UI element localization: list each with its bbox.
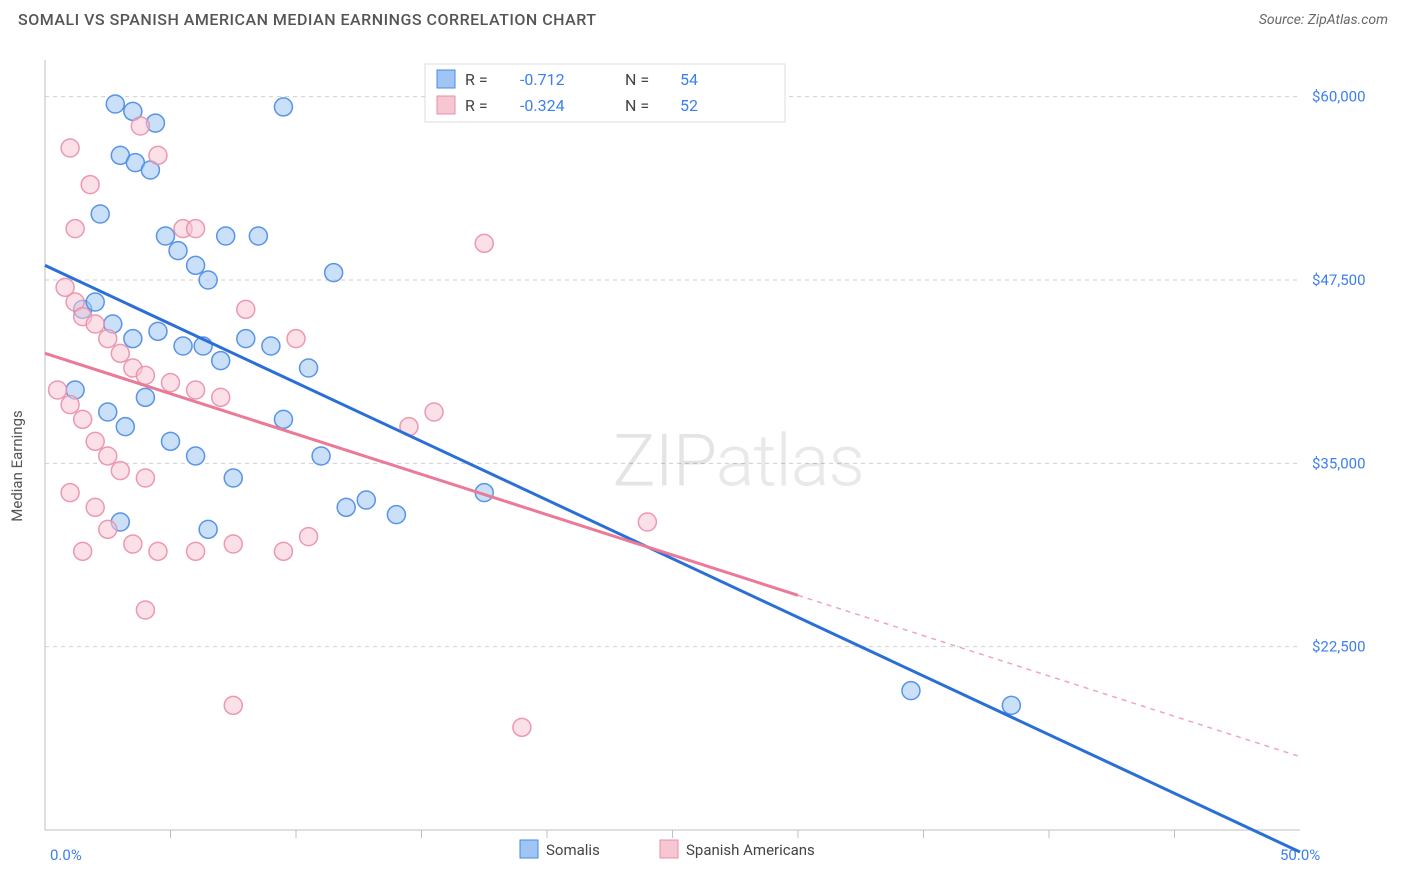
data-point — [199, 520, 217, 538]
data-point — [86, 432, 104, 450]
data-point — [638, 513, 656, 531]
data-point — [1002, 696, 1020, 714]
data-point — [287, 330, 305, 348]
data-point — [81, 176, 99, 194]
data-point — [224, 535, 242, 553]
data-point — [99, 447, 117, 465]
data-point — [274, 542, 292, 560]
data-point — [162, 432, 180, 450]
data-point — [49, 381, 67, 399]
data-point — [300, 359, 318, 377]
data-point — [136, 469, 154, 487]
data-point — [99, 403, 117, 421]
data-point — [99, 330, 117, 348]
data-point — [425, 403, 443, 421]
y-tick-label: $22,500 — [1312, 638, 1366, 656]
data-point — [111, 462, 129, 480]
data-point — [149, 542, 167, 560]
data-point — [312, 447, 330, 465]
legend-swatch — [660, 840, 678, 858]
data-point — [91, 205, 109, 223]
data-point — [106, 95, 124, 113]
data-point — [66, 220, 84, 238]
legend-swatch — [437, 70, 455, 88]
data-point — [274, 98, 292, 116]
data-point — [224, 469, 242, 487]
data-point — [325, 264, 343, 282]
data-point — [274, 410, 292, 428]
legend-r-label: R = — [465, 70, 488, 89]
data-point — [156, 227, 174, 245]
data-point — [217, 227, 235, 245]
data-point — [199, 271, 217, 289]
data-point — [131, 117, 149, 135]
data-point — [475, 234, 493, 252]
legend-swatch — [520, 840, 538, 858]
data-point — [86, 315, 104, 333]
data-point — [61, 139, 79, 157]
data-point — [136, 366, 154, 384]
data-point — [99, 520, 117, 538]
data-point — [74, 410, 92, 428]
legend-series-label: Spanish Americans — [686, 841, 815, 859]
data-point — [61, 396, 79, 414]
data-point — [136, 601, 154, 619]
chart-title: SOMALI VS SPANISH AMERICAN MEDIAN EARNIN… — [18, 10, 597, 29]
data-point — [300, 528, 318, 546]
data-point — [116, 418, 134, 436]
data-point — [124, 330, 142, 348]
data-point — [187, 220, 205, 238]
data-point — [187, 447, 205, 465]
trend-line-extension — [798, 595, 1300, 756]
data-point — [237, 330, 255, 348]
legend-r-value: -0.324 — [520, 96, 565, 115]
data-point — [86, 498, 104, 516]
trend-line — [45, 265, 1300, 852]
data-point — [187, 381, 205, 399]
data-point — [187, 542, 205, 560]
legend-r-label: R = — [465, 96, 488, 115]
data-point — [513, 718, 531, 736]
data-point — [86, 293, 104, 311]
x-tick-label: 50.0% — [1280, 846, 1320, 864]
legend-swatch — [437, 96, 455, 114]
legend-n-label: N = — [625, 96, 649, 115]
data-point — [262, 337, 280, 355]
y-axis-label: Median Earnings — [8, 410, 26, 521]
data-point — [902, 682, 920, 700]
legend-series-label: Somalis — [546, 841, 600, 859]
data-point — [74, 542, 92, 560]
y-tick-label: $60,000 — [1312, 88, 1366, 106]
data-point — [187, 256, 205, 274]
x-tick-label: 0.0% — [50, 846, 82, 864]
data-point — [357, 491, 375, 509]
legend-r-value: -0.712 — [520, 70, 565, 89]
data-point — [169, 242, 187, 260]
data-point — [174, 337, 192, 355]
data-point — [124, 535, 142, 553]
data-point — [212, 352, 230, 370]
data-point — [387, 506, 405, 524]
legend-n-value: 54 — [680, 70, 698, 89]
data-point — [111, 344, 129, 362]
legend-n-label: N = — [625, 70, 649, 89]
y-tick-label: $35,000 — [1312, 454, 1366, 472]
data-point — [136, 388, 154, 406]
data-point — [337, 498, 355, 516]
source-attribution: Source: ZipAtlas.com — [1259, 12, 1388, 28]
data-point — [224, 696, 242, 714]
data-point — [149, 146, 167, 164]
data-point — [212, 388, 230, 406]
data-point — [149, 322, 167, 340]
data-point — [61, 484, 79, 502]
legend-n-value: 52 — [680, 96, 698, 115]
data-point — [162, 374, 180, 392]
data-point — [249, 227, 267, 245]
y-tick-label: $47,500 — [1312, 271, 1366, 289]
correlation-chart: $22,500 $35,000 $47,500 $60,000 0.0% 50.0% R =… — [0, 40, 1406, 892]
data-point — [237, 300, 255, 318]
